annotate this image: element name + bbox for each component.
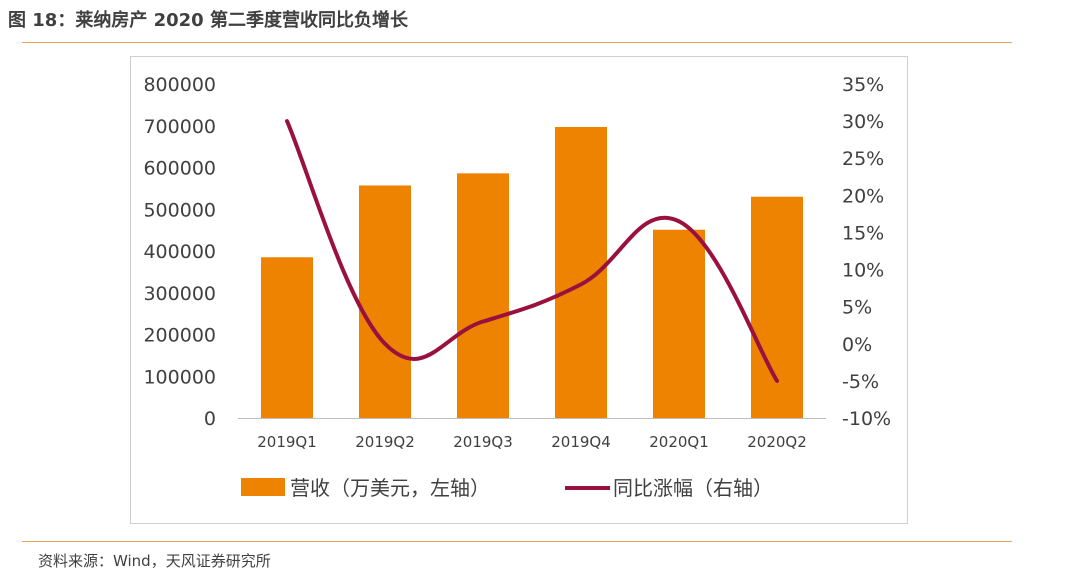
left-axis-ticks: 0 100000 200000 300000 400000 500000 600000 700…	[143, 74, 216, 430]
title-divider	[22, 42, 1012, 43]
growth-line	[285, 119, 779, 383]
right-tick-label: 10%	[842, 260, 884, 282]
revenue-bar	[261, 257, 313, 418]
revenue-bar	[751, 196, 803, 418]
category-label: 2019Q4	[551, 433, 611, 451]
left-tick-label: 200000	[143, 325, 216, 347]
legend: 营收（万美元，左轴） 同比涨幅（右轴）	[241, 476, 773, 500]
left-tick-label: 400000	[143, 241, 216, 263]
right-axis-ticks: -10% -5% 0% 5% 10% 15% 20% 25% 30% 35%	[842, 74, 891, 430]
category-label: 2019Q3	[453, 433, 513, 451]
right-tick-label: 5%	[842, 297, 872, 319]
legend-bar-swatch	[241, 478, 285, 496]
right-tick-label: 25%	[842, 148, 884, 170]
source-note: 资料来源：Wind，天风证券研究所	[38, 552, 271, 570]
category-label: 2019Q1	[257, 433, 317, 451]
left-tick-label: 600000	[143, 158, 216, 180]
source-divider	[22, 541, 1012, 542]
left-tick-label: 800000	[143, 74, 216, 96]
left-tick-label: 500000	[143, 199, 216, 221]
category-label: 2020Q2	[747, 433, 807, 451]
revenue-bar	[359, 185, 411, 418]
legend-bar-label: 营收（万美元，左轴）	[290, 476, 490, 500]
right-tick-label: 35%	[842, 74, 884, 96]
revenue-bar	[653, 229, 705, 418]
right-tick-label: 15%	[842, 222, 884, 244]
right-tick-label: 30%	[842, 111, 884, 133]
right-tick-label: -5%	[842, 371, 879, 393]
revenue-bars	[261, 127, 803, 418]
category-label: 2020Q1	[649, 433, 709, 451]
revenue-bar	[457, 173, 509, 418]
right-tick-label: -10%	[842, 408, 891, 430]
figure-title: 图 18：莱纳房产 2020 第二季度营收同比负增长	[8, 10, 408, 31]
left-tick-label: 700000	[143, 116, 216, 138]
left-tick-label: 0	[204, 408, 216, 430]
right-tick-label: 20%	[842, 185, 884, 207]
category-labels: 2019Q1 2019Q2 2019Q3 2019Q4 2020Q1 2020Q2	[257, 433, 807, 451]
left-tick-label: 300000	[143, 283, 216, 305]
left-tick-label: 100000	[143, 366, 216, 388]
legend-line-label: 同比涨幅（右轴）	[613, 476, 773, 500]
right-tick-label: 0%	[842, 334, 872, 356]
category-label: 2019Q2	[355, 433, 415, 451]
